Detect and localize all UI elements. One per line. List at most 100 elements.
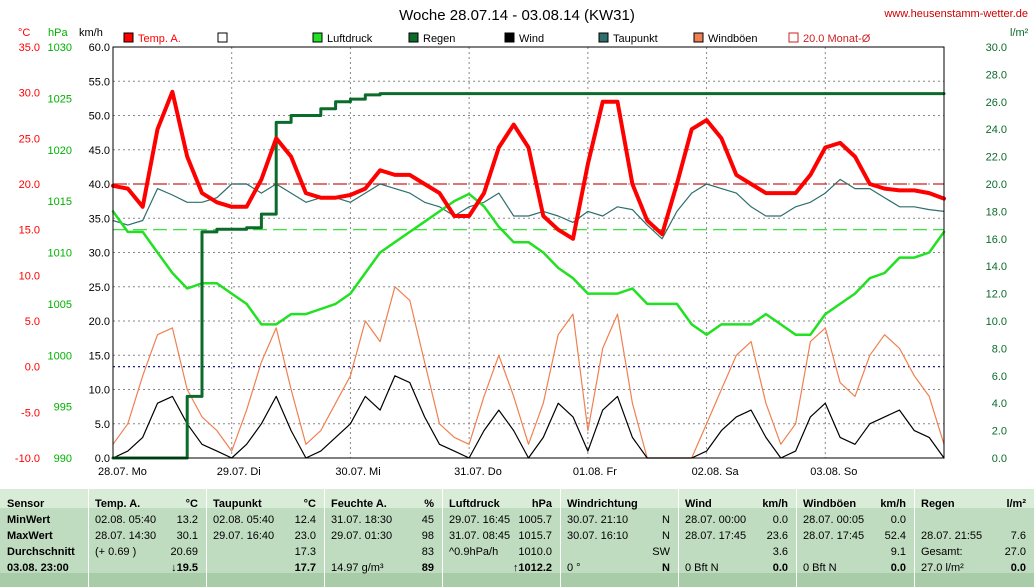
current-value: 0.0	[890, 562, 906, 574]
column-separator	[324, 489, 325, 587]
column-unit: °C	[185, 498, 198, 510]
x-tick-label: 28.07. Mo	[98, 466, 147, 478]
min-value: 0.0	[772, 514, 788, 526]
column-title: Taupunkt	[213, 498, 262, 510]
max-value: 30.1	[176, 530, 198, 542]
rain-tick: 2.0	[992, 426, 1007, 438]
wind-unit-label: km/h	[79, 27, 103, 39]
min-value: 0.0	[890, 514, 906, 526]
column-separator	[88, 489, 89, 587]
legend-label: 20.0 Monat-Ø	[803, 33, 871, 45]
current-value: ↑1012.2	[512, 562, 552, 574]
max-value: 23.0	[294, 530, 316, 542]
current-note: 0 Bft N	[803, 562, 837, 574]
max-date: 28.07. 21:55	[921, 530, 983, 542]
max-value: 23.6	[766, 530, 788, 542]
min-value: 45	[421, 514, 434, 526]
rain-tick: 6.0	[992, 371, 1007, 383]
rain-tick: 4.0	[992, 398, 1007, 410]
avg-value: 3.6	[772, 546, 788, 558]
min-value: 12.4	[294, 514, 316, 526]
current-note: 27.0 l/m²	[921, 562, 964, 574]
column-unit: l/m²	[1006, 498, 1026, 510]
current-note: 0 Bft N	[685, 562, 719, 574]
temp-tick: 30.0	[19, 88, 40, 100]
rain-tick: 8.0	[992, 343, 1007, 355]
min-date: 30.07. 21:10	[567, 514, 629, 526]
temp-tick: -5.0	[21, 407, 40, 419]
column-title: Temp. A.	[95, 498, 141, 510]
temp-tick: 25.0	[19, 133, 40, 145]
column-unit: °C	[303, 498, 316, 510]
wind-tick: 10.0	[89, 385, 110, 397]
avg-value: 83	[421, 546, 434, 558]
pressure-tick: 1010	[48, 248, 72, 260]
wind-tick: 60.0	[89, 42, 110, 54]
site-link[interactable]: www.heusenstamm-wetter.de	[883, 8, 1028, 20]
max-value: 7.6	[1010, 530, 1026, 542]
column-header-bg	[796, 489, 914, 508]
min-date: 02.08. 05:40	[213, 514, 275, 526]
wind-tick: 5.0	[95, 419, 110, 431]
avg-note: (+ 0.69 )	[95, 546, 137, 558]
avg-value: 17.3	[294, 546, 316, 558]
pressure-tick: 1030	[48, 42, 72, 54]
label-now: 03.08. 23:00	[7, 562, 69, 574]
wind-tick: 45.0	[89, 145, 110, 157]
legend: Temp. A. Luftdruck Regen Wind Taupunkt Windbö…	[123, 32, 871, 45]
current-note: 14.97 g/m³	[331, 562, 384, 574]
legend-label: Temp. A.	[138, 33, 181, 45]
legend-swatch	[693, 32, 704, 43]
rain-tick: 26.0	[986, 97, 1007, 109]
column-title: Regen	[921, 498, 955, 510]
avg-value: 9.1	[890, 546, 906, 558]
max-value: N	[662, 530, 670, 542]
column-separator	[796, 489, 797, 587]
min-date: 28.07. 00:05	[803, 514, 865, 526]
rain-tick: 14.0	[986, 261, 1007, 273]
legend-swatch	[123, 32, 134, 43]
current-value: 0.0	[772, 562, 788, 574]
column-header-bg	[560, 489, 678, 508]
label-sensor: Sensor	[7, 498, 45, 510]
legend-label: Taupunkt	[613, 33, 658, 45]
rain-tick: 0.0	[992, 453, 1007, 465]
temp-tick: 10.0	[19, 270, 40, 282]
wind-tick: 0.0	[95, 453, 110, 465]
column-title: Wind	[685, 498, 712, 510]
rain-tick: 28.0	[986, 69, 1007, 81]
rain-tick: 22.0	[986, 152, 1007, 164]
stats-column: Luftdruck hPa 29.07. 16:45 1005.7 31.07. 08:…	[442, 489, 560, 587]
axis-ticks: 35.0 30.0 25.0 20.0 15.0 10.0 5.0 0.0 -5.0 -10.0 1…	[15, 42, 1007, 478]
temperature-line	[111, 89, 946, 241]
column-header-bg	[678, 489, 796, 508]
chart-title: Woche 28.07.14 - 03.08.14 (KW31)	[399, 7, 635, 24]
stats-table: Sensor MinWert MaxWert Durchschnitt 03.0…	[0, 489, 1034, 587]
column-separator	[442, 489, 443, 587]
x-tick-label: 03.08. So	[810, 466, 857, 478]
pressure-tick: 995	[54, 402, 72, 414]
legend-label: Windböen	[708, 33, 758, 45]
wind-tick: 15.0	[89, 350, 110, 362]
column-header-bg	[442, 489, 560, 508]
avg-value: SW	[652, 546, 670, 558]
current-value: N	[662, 562, 670, 574]
rain-tick: 24.0	[986, 124, 1007, 136]
stats-column: Wind km/h 28.07. 00:00 0.0 28.07. 17:45 23.6 3…	[678, 489, 796, 587]
avg-note: ^0.9hPa/h	[449, 546, 499, 558]
column-unit: km/h	[762, 498, 788, 510]
column-unit: hPa	[531, 498, 552, 510]
wind-tick: 50.0	[89, 111, 110, 123]
current-value: 0.0	[1010, 562, 1026, 574]
wind-tick: 20.0	[89, 316, 110, 328]
weather-chart: Woche 28.07.14 - 03.08.14 (KW31) www.heu…	[15, 7, 1029, 478]
min-date: 28.07. 00:00	[685, 514, 747, 526]
pressure-tick: 1020	[48, 145, 72, 157]
legend-label: Regen	[423, 33, 455, 45]
column-unit: km/h	[880, 498, 906, 510]
stats-column: Feuchte A.% 31.07. 18:30 45 29.07. 01:30 98 8…	[324, 489, 442, 587]
plot-frame	[112, 46, 945, 459]
dewpoint-line	[112, 178, 945, 240]
column-separator	[206, 489, 207, 587]
current-values-row	[0, 573, 1034, 587]
